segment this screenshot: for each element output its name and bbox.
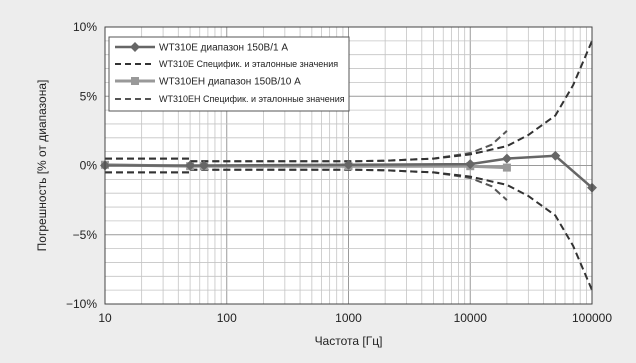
- legend-marker-wt310e: [130, 42, 140, 52]
- x-tick-label: 10: [98, 311, 112, 325]
- y-tick-label: 10%: [73, 20, 97, 34]
- y-tick-label: 5%: [80, 89, 98, 103]
- plot-frame: [104, 26, 593, 305]
- series-layer: [100, 40, 597, 291]
- legend: WT310E диапазон 150В/1 А WT310E Специфик…: [108, 36, 350, 112]
- y-axis-label: Погрешность [% от диапазона]: [35, 80, 49, 252]
- series-1-lower-limit: [105, 168, 593, 291]
- legend-label-wt310eh-spec: WT310EH Специфик. и эталонные значения: [159, 94, 345, 104]
- y-tick-label: −5%: [73, 228, 98, 242]
- legend-marker-wt310eh: [131, 77, 139, 85]
- x-tick-label: 100: [217, 311, 237, 325]
- legend-label-wt310e: WT310E диапазон 150В/1 А: [159, 43, 288, 54]
- x-tick-label: 100000: [572, 311, 612, 325]
- y-tick-label: 0%: [80, 159, 98, 173]
- series-2-point: [502, 163, 511, 172]
- series-0-point: [343, 159, 354, 170]
- tick-labels: 10 100 1000 10000 100000 10% 5% 0% −5% −10%: [66, 20, 612, 325]
- legend-label-wt310eh: WT310EH диапазон 150В/10 А: [159, 77, 301, 88]
- series-0-point: [501, 153, 512, 164]
- x-tick-label: 10000: [454, 311, 488, 325]
- series-0-point: [465, 159, 476, 170]
- series-0-point: [199, 160, 209, 171]
- series-0-point: [185, 160, 196, 171]
- legend-label-wt310e-spec: WT310E Специфик. и эталонные значения: [159, 59, 338, 69]
- series-0-point: [550, 150, 561, 161]
- x-axis-label: Частота [Гц]: [315, 334, 383, 348]
- x-tick-label: 1000: [335, 311, 362, 325]
- y-tick-label: −10%: [66, 297, 97, 311]
- series-1-upper-limit: [105, 40, 593, 163]
